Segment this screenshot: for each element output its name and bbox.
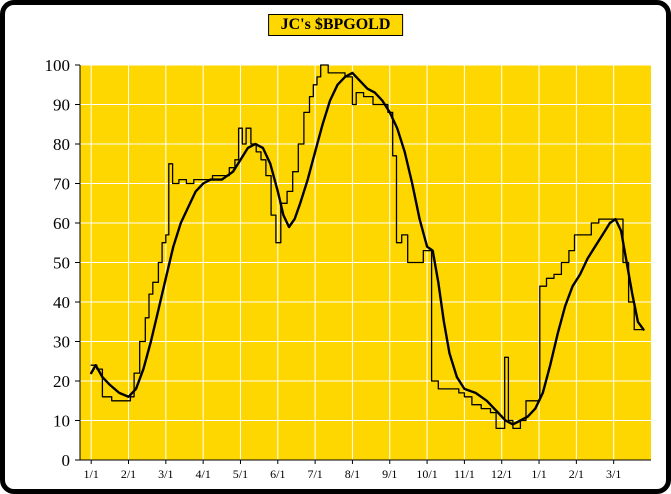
x-tick-label: 10/1 [416, 467, 437, 481]
x-tick-label: 12/1 [491, 467, 512, 481]
x-tick-label: 6/1 [270, 467, 285, 481]
x-tick-label: 9/1 [382, 467, 397, 481]
y-tick-label: 70 [53, 175, 70, 194]
x-tick-label: 2/1 [569, 467, 584, 481]
y-tick-label: 100 [45, 56, 71, 75]
x-tick-label: 2/1 [121, 467, 136, 481]
y-tick-label: 0 [62, 451, 71, 470]
x-tick-label: 11/1 [454, 467, 475, 481]
y-tick-label: 20 [53, 372, 70, 391]
y-tick-label: 80 [53, 135, 70, 154]
bpgold-chart: 0 10 20 30 40 50 60 70 80 90 100 1/1 2/1 3/1 4/1 5/1 6/1… [45, 56, 651, 481]
x-tick-label: 8/1 [345, 467, 360, 481]
y-tick-label: 60 [53, 214, 70, 233]
bpgold-smooth-line [90, 71, 645, 426]
y-tick-label: 50 [53, 254, 70, 273]
x-tick-label: 5/1 [233, 467, 248, 481]
y-tick-label: 90 [53, 96, 70, 115]
y-tick-label: 40 [53, 293, 70, 312]
y-tick-label: 10 [53, 412, 70, 431]
x-tick-label: 1/1 [84, 467, 99, 481]
x-tick-label: 7/1 [307, 467, 322, 481]
x-tick-label: 3/1 [158, 467, 173, 481]
y-tick-label: 30 [53, 333, 70, 352]
x-tick-label: 3/1 [606, 467, 621, 481]
x-tick-label: 4/1 [195, 467, 210, 481]
x-tick-label: 1/1 [531, 467, 546, 481]
chart-title: JC's $BPGOLD [267, 14, 404, 36]
